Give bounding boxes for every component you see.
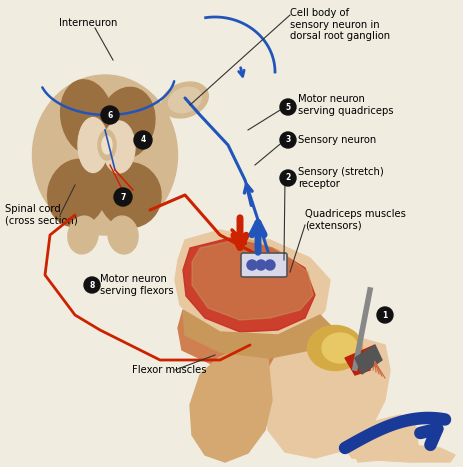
Ellipse shape <box>162 82 208 118</box>
Text: Sensory (stretch)
receptor: Sensory (stretch) receptor <box>298 167 384 189</box>
Polygon shape <box>192 238 313 320</box>
Polygon shape <box>183 310 335 358</box>
Text: 8: 8 <box>89 281 95 290</box>
Ellipse shape <box>48 159 106 226</box>
Text: Sensory neuron: Sensory neuron <box>298 135 376 145</box>
Circle shape <box>280 170 296 186</box>
Circle shape <box>280 132 296 148</box>
Ellipse shape <box>307 325 363 370</box>
Text: 4: 4 <box>140 135 146 144</box>
Polygon shape <box>345 415 418 462</box>
Text: 2: 2 <box>285 174 291 183</box>
Text: Interneuron: Interneuron <box>59 18 117 28</box>
Ellipse shape <box>99 87 155 159</box>
Polygon shape <box>190 350 272 462</box>
Ellipse shape <box>32 75 177 235</box>
Polygon shape <box>175 230 330 345</box>
Text: 7: 7 <box>120 192 125 201</box>
Text: 6: 6 <box>107 111 113 120</box>
FancyBboxPatch shape <box>241 253 287 277</box>
Polygon shape <box>345 345 375 375</box>
Polygon shape <box>265 338 390 458</box>
Ellipse shape <box>61 80 113 154</box>
Circle shape <box>280 99 296 115</box>
Ellipse shape <box>108 216 138 254</box>
Ellipse shape <box>68 216 98 254</box>
Circle shape <box>377 307 393 323</box>
Circle shape <box>114 188 132 206</box>
Ellipse shape <box>322 333 358 363</box>
Circle shape <box>265 260 275 270</box>
Text: Flexor muscles: Flexor muscles <box>132 365 206 375</box>
Circle shape <box>134 131 152 149</box>
Ellipse shape <box>169 87 201 113</box>
Polygon shape <box>355 345 382 374</box>
Polygon shape <box>178 310 340 375</box>
Polygon shape <box>183 238 315 332</box>
Ellipse shape <box>103 121 135 173</box>
Text: 5: 5 <box>285 102 291 112</box>
Ellipse shape <box>78 118 108 172</box>
Circle shape <box>101 106 119 124</box>
Text: Motor neuron
serving flexors: Motor neuron serving flexors <box>100 274 174 296</box>
Text: Quadriceps muscles
(extensors): Quadriceps muscles (extensors) <box>305 209 406 231</box>
Polygon shape <box>355 445 455 462</box>
Text: Cell body of
sensory neuron in
dorsal root ganglion: Cell body of sensory neuron in dorsal ro… <box>290 8 390 41</box>
Circle shape <box>84 277 100 293</box>
Text: 1: 1 <box>382 311 388 319</box>
Text: Spinal cord
(cross section): Spinal cord (cross section) <box>5 204 78 226</box>
Circle shape <box>256 260 266 270</box>
Text: 3: 3 <box>285 135 291 144</box>
Circle shape <box>247 260 257 270</box>
Ellipse shape <box>99 163 161 227</box>
Ellipse shape <box>102 136 112 154</box>
Ellipse shape <box>86 115 124 205</box>
Ellipse shape <box>98 130 116 160</box>
Text: Motor neuron
serving quadriceps: Motor neuron serving quadriceps <box>298 94 394 116</box>
